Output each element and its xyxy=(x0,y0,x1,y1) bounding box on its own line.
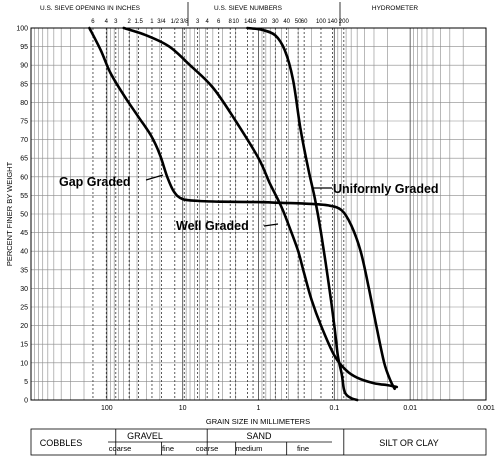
y-tick-label: 65 xyxy=(20,156,28,163)
sieve-label: 20 xyxy=(261,19,268,25)
y-tick-label: 15 xyxy=(20,342,28,349)
y-tick-label: 70 xyxy=(20,137,28,144)
table-sand: SAND xyxy=(246,431,272,441)
sieve-label: 1 xyxy=(150,19,154,25)
y-tick-label: 50 xyxy=(20,212,28,219)
sieve-label: 30 xyxy=(272,19,279,25)
x-tick-label: 1 xyxy=(257,405,261,412)
header-left-title: U.S. SIEVE OPENING IN INCHES xyxy=(40,5,141,12)
y-axis-ticks: 1009590858075706560555045403530252015105… xyxy=(16,26,28,405)
x-tick-label: 100 xyxy=(101,405,113,412)
sieve-label: 1.5 xyxy=(134,19,143,25)
curve-gap-graded xyxy=(88,26,396,391)
y-tick-label: 10 xyxy=(20,360,28,367)
y-tick-label: 40 xyxy=(20,249,28,256)
sieve-label: 6 xyxy=(91,19,95,25)
sieve-label: 6 xyxy=(217,19,221,25)
y-tick-label: 30 xyxy=(20,286,28,293)
x-axis-title: GRAIN SIZE IN MILLIMETERS xyxy=(206,417,310,426)
sieve-label: 100 xyxy=(316,19,327,25)
annotations: Gap Graded Uniformly Graded Well Graded xyxy=(59,174,439,233)
table-gravel-fine: fine xyxy=(162,444,174,453)
table-sand-medium: medium xyxy=(236,444,263,453)
chart-header: U.S. SIEVE OPENING IN INCHES U.S. SIEVE … xyxy=(40,2,418,26)
sieve-label: 3/4 xyxy=(157,19,166,25)
table-sand-coarse: coarse xyxy=(196,444,219,453)
y-tick-label: 95 xyxy=(20,44,28,51)
annotation-gap-graded: Gap Graded xyxy=(59,175,131,189)
table-cobbles: COBBLES xyxy=(40,438,83,448)
curve-well-graded xyxy=(122,26,399,389)
y-tick-label: 90 xyxy=(20,63,28,70)
header-middle-title: U.S. SIEVE NUMBERS xyxy=(214,5,283,12)
sieve-reference-lines xyxy=(92,28,345,400)
sieve-label: 60 xyxy=(301,19,308,25)
chart-grid xyxy=(31,27,487,401)
sieve-label: 14 xyxy=(244,19,251,25)
sieve-label: 50 xyxy=(295,19,302,25)
y-tick-label: 100 xyxy=(16,26,28,33)
table-gravel: GRAVEL xyxy=(127,431,163,441)
table-gravel-coarse: coarse xyxy=(109,444,132,453)
y-axis-title: PERCENT FINER BY WEIGHT xyxy=(5,161,14,266)
y-tick-label: 75 xyxy=(20,119,28,126)
annotation-uniformly-graded: Uniformly Graded xyxy=(333,182,439,196)
y-tick-label: 5 xyxy=(24,379,28,386)
table-sand-fine: fine xyxy=(297,444,309,453)
sieve-label: 10 xyxy=(232,19,239,25)
table-frame xyxy=(30,428,487,456)
table-silt-clay: SILT OR CLAY xyxy=(379,438,439,448)
sieve-label: 140 xyxy=(327,19,338,25)
x-tick-label: 0.01 xyxy=(403,405,417,412)
y-tick-label: 25 xyxy=(20,305,28,312)
y-tick-label: 35 xyxy=(20,267,28,274)
y-tick-label: 80 xyxy=(20,100,28,107)
x-tick-label: 10 xyxy=(179,405,187,412)
sieve-label: 1/2 xyxy=(171,19,180,25)
x-tick-label: 0.1 xyxy=(329,405,339,412)
y-tick-label: 0 xyxy=(24,398,28,405)
annotation-gap-graded-leader xyxy=(145,174,164,181)
y-tick-label: 20 xyxy=(20,323,28,330)
sieve-label: 2 xyxy=(127,19,131,25)
sieve-label: 3/8 xyxy=(180,19,189,25)
annotation-well-graded: Well Graded xyxy=(176,219,249,233)
x-tick-label: 0.001 xyxy=(477,405,495,412)
header-right-title: HYDROMETER xyxy=(372,5,419,12)
sieve-label: 40 xyxy=(283,19,290,25)
sieve-label: 16 xyxy=(250,19,257,25)
sieve-label: 4 xyxy=(206,19,210,25)
sieve-label: 200 xyxy=(339,19,350,25)
curve-uniformly-graded xyxy=(246,26,359,402)
y-tick-label: 55 xyxy=(20,193,28,200)
sieve-label: 3 xyxy=(114,19,118,25)
y-tick-label: 60 xyxy=(20,174,28,181)
classification-table: COBBLES GRAVEL coarse fine SAND coarse m… xyxy=(30,428,487,456)
x-axis-ticks: 100 10 1 0.1 0.01 0.001 xyxy=(101,405,495,412)
grain-size-curves xyxy=(88,26,399,402)
sieve-label: 3 xyxy=(196,19,200,25)
y-tick-label: 45 xyxy=(20,230,28,237)
annotation-well-graded-leader xyxy=(263,223,279,227)
y-tick-label: 85 xyxy=(20,81,28,88)
sieve-label: 8 xyxy=(229,19,233,25)
sieve-label: 4 xyxy=(105,19,109,25)
